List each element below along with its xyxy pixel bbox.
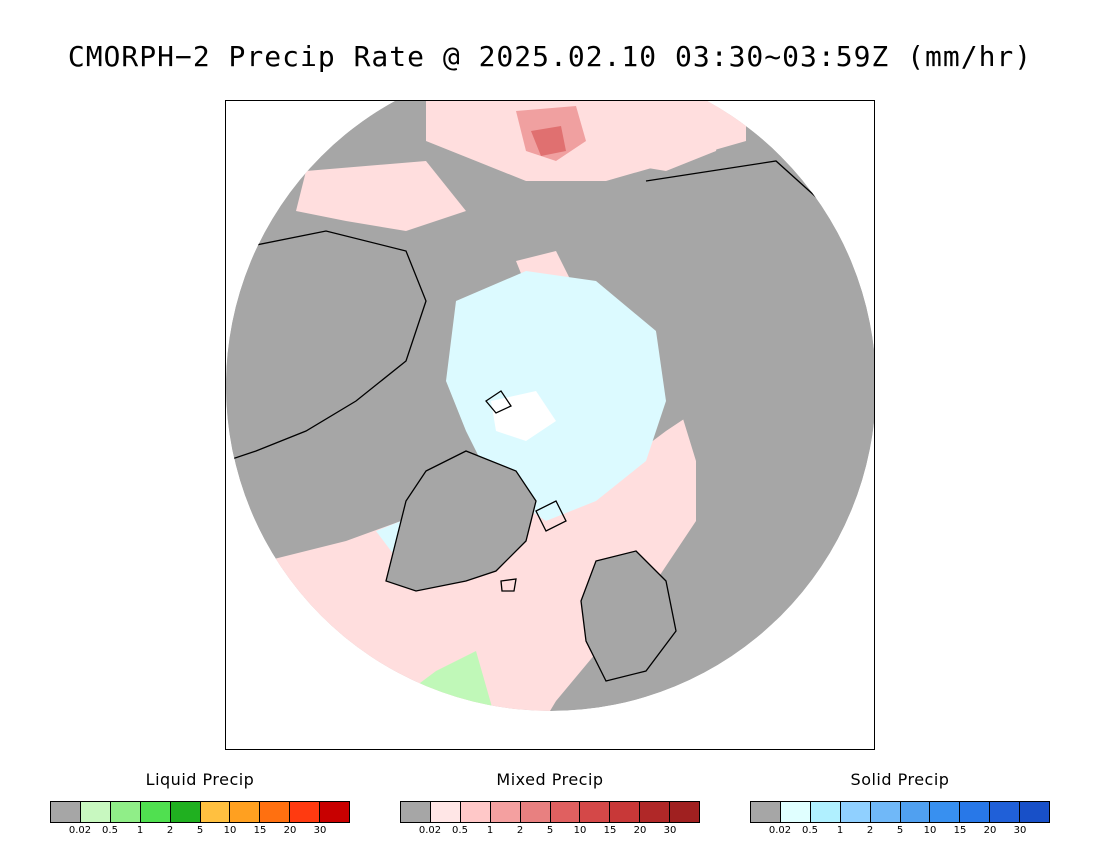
legend-tick-label: 15	[253, 825, 267, 836]
map-title: CMORPH−2 Precip Rate @ 2025.02.10 03:30~…	[67, 40, 1033, 73]
legend-swatch	[610, 802, 641, 822]
legend-swatch	[260, 802, 291, 822]
polar-map	[225, 100, 875, 750]
legend-swatch	[170, 802, 201, 822]
legend-swatches	[50, 801, 350, 823]
legend-swatch	[110, 802, 141, 822]
legend-tick-label: 1	[136, 825, 144, 836]
legend-swatch	[1020, 802, 1050, 822]
canada-land	[226, 231, 426, 461]
legend-swatch	[430, 802, 461, 822]
legend-tick-label: 2	[866, 825, 874, 836]
legend-title: Liquid Precip	[145, 770, 255, 789]
legend-swatch	[580, 802, 611, 822]
legend-tick-label: 30	[663, 825, 677, 836]
legend-swatch	[490, 802, 521, 822]
legend-swatch	[200, 802, 231, 822]
solid-precip-arctic-core	[491, 391, 556, 441]
legend-tick-label: 10	[223, 825, 237, 836]
legend-tick-label: 5	[196, 825, 204, 836]
legend-swatch	[520, 802, 551, 822]
legend-tick-label: 2	[516, 825, 524, 836]
legend-ticks: 0.02 0.5 1 2 5 10 15 20 30	[50, 825, 350, 839]
legend-swatch	[550, 802, 581, 822]
legend-tick-label: 5	[546, 825, 554, 836]
legend-ticks: 0.02 0.5 1 2 5 10 15 20 30	[750, 825, 1050, 839]
legend-swatch	[80, 802, 111, 822]
legend-tick-label: 10	[923, 825, 937, 836]
legend-swatch	[401, 802, 431, 822]
greenland	[386, 451, 536, 591]
legend-tick-label: 0.02	[768, 825, 792, 836]
legend-tick-label: 15	[953, 825, 967, 836]
legend-swatch	[290, 802, 321, 822]
legend-tick-label: 1	[486, 825, 494, 836]
scandinavia	[581, 551, 676, 681]
legend-tick-label: 5	[896, 825, 904, 836]
solid-precip-arctic-ocean	[446, 271, 666, 521]
mixed-precip-region-alaska	[296, 161, 466, 231]
legend-swatch	[460, 802, 491, 822]
legend-swatch	[870, 802, 901, 822]
legend-swatch	[810, 802, 841, 822]
legend-tick-label: 30	[313, 825, 327, 836]
mixed-precip-east-pacific	[586, 101, 726, 171]
legend-swatch	[51, 802, 81, 822]
polar-map-canvas	[226, 101, 874, 711]
legend-ticks: 0.02 0.5 1 2 5 10 15 20 30	[400, 825, 700, 839]
legend-swatch	[840, 802, 871, 822]
legend-tick-label: 0.5	[802, 825, 818, 836]
legend-tick-label: 0.5	[102, 825, 118, 836]
legend-swatch	[960, 802, 991, 822]
legend-swatch	[140, 802, 171, 822]
legend-tick-label: 20	[983, 825, 997, 836]
legend-tick-label: 15	[603, 825, 617, 836]
legend-swatch	[751, 802, 781, 822]
legend-solid: Solid Precip 0.02 0.5 1 2 5 10 15 20 30	[750, 770, 1050, 839]
legend-swatch	[990, 802, 1021, 822]
legend-title: Solid Precip	[850, 770, 950, 789]
legend-mixed: Mixed Precip 0.02 0.5 1 2 5 10 15 20 30	[400, 770, 700, 839]
legend-title: Mixed Precip	[496, 770, 604, 789]
legend-tick-label: 1	[836, 825, 844, 836]
legend-swatch	[670, 802, 700, 822]
legend-tick-label: 30	[1013, 825, 1027, 836]
legend-tick-label: 0.5	[452, 825, 468, 836]
legend-swatches	[400, 801, 700, 823]
legend-tick-label: 0.02	[418, 825, 442, 836]
legend-swatch	[320, 802, 350, 822]
legend-tick-label: 20	[633, 825, 647, 836]
legend-liquid: Liquid Precip 0.02 0.5 1 2 5 10 15 20 30	[50, 770, 350, 839]
legend-swatch	[900, 802, 931, 822]
legend-tick-label: 2	[166, 825, 174, 836]
legend-tick-label: 10	[573, 825, 587, 836]
legend-swatches	[750, 801, 1050, 823]
legend-tick-label: 20	[283, 825, 297, 836]
legend-swatch	[780, 802, 811, 822]
mixed-precip-heavy-core-inner	[531, 126, 566, 156]
legend-swatch	[230, 802, 261, 822]
legend-swatch	[640, 802, 671, 822]
legend-tick-label: 0.02	[68, 825, 92, 836]
siberia-land	[646, 161, 874, 621]
legend-swatch	[930, 802, 961, 822]
